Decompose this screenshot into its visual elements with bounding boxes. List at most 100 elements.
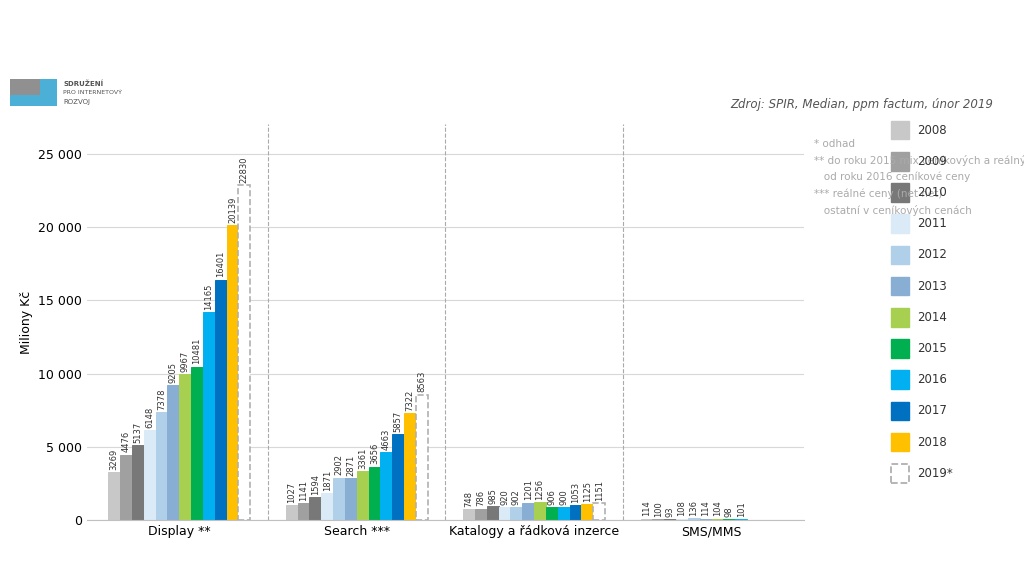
Bar	[345, 478, 356, 520]
Text: 1151: 1151	[595, 480, 604, 501]
Bar	[723, 519, 735, 520]
Bar	[239, 186, 250, 520]
Bar	[712, 518, 723, 520]
Text: Výkon jednotlivých forem internetové a mobilní reklamy: Výkon jednotlivých forem internetové a m…	[180, 24, 844, 46]
Text: 108: 108	[678, 501, 686, 516]
Text: 1125: 1125	[583, 480, 592, 502]
Text: 2017: 2017	[918, 405, 947, 417]
Bar	[699, 518, 712, 520]
Bar	[380, 452, 392, 520]
Text: 7322: 7322	[406, 390, 415, 410]
Text: 1594: 1594	[311, 473, 319, 495]
Bar	[392, 434, 404, 520]
Bar	[416, 395, 428, 520]
Bar	[203, 313, 215, 520]
Bar	[322, 493, 333, 520]
Text: 2871: 2871	[346, 455, 355, 476]
Text: 3656: 3656	[370, 443, 379, 464]
Text: 786: 786	[476, 490, 485, 506]
Text: Zdroj: SPIR, Median, ppm factum, únor 2019: Zdroj: SPIR, Median, ppm factum, únor 20…	[730, 98, 993, 111]
Text: 3269: 3269	[110, 449, 119, 470]
Text: 14165: 14165	[205, 284, 213, 310]
Bar	[475, 509, 486, 520]
Text: 902: 902	[512, 489, 521, 505]
Text: 2013: 2013	[918, 280, 947, 292]
Text: 16401: 16401	[216, 251, 225, 277]
Bar	[688, 518, 699, 520]
Bar	[486, 506, 499, 520]
Text: 1256: 1256	[536, 479, 545, 499]
Text: 22830: 22830	[240, 157, 249, 183]
Bar	[10, 95, 57, 106]
Text: 9967: 9967	[180, 351, 189, 372]
Text: 98: 98	[725, 506, 734, 517]
Text: 114: 114	[642, 501, 651, 516]
Text: 2008: 2008	[918, 124, 947, 136]
Bar	[356, 471, 369, 520]
Bar	[120, 454, 132, 520]
Bar	[582, 503, 593, 520]
Text: PRO INTERNETOVÝ: PRO INTERNETOVÝ	[63, 90, 123, 95]
Bar	[143, 430, 156, 520]
Text: 1053: 1053	[571, 481, 580, 502]
Text: 2019*: 2019*	[918, 467, 953, 480]
Bar	[535, 502, 546, 520]
Text: 5137: 5137	[133, 421, 142, 443]
Text: 6148: 6148	[145, 406, 155, 428]
Bar	[511, 507, 522, 520]
Bar	[156, 412, 168, 520]
Text: 101: 101	[736, 501, 745, 517]
Text: 1141: 1141	[299, 480, 308, 501]
Bar	[168, 385, 179, 520]
Text: 2009: 2009	[918, 155, 947, 168]
Text: 8563: 8563	[418, 371, 426, 392]
Text: 20139: 20139	[228, 197, 237, 223]
Bar	[286, 505, 298, 520]
Bar	[404, 413, 416, 520]
Text: 2902: 2902	[335, 454, 343, 476]
Bar	[463, 509, 475, 520]
Bar	[333, 477, 345, 520]
Bar	[132, 445, 143, 520]
Bar	[309, 497, 322, 520]
Bar	[558, 507, 569, 520]
Y-axis label: Miliony Kč: Miliony Kč	[19, 291, 33, 354]
Bar	[109, 472, 120, 520]
Bar	[226, 225, 239, 520]
Text: 5857: 5857	[393, 411, 402, 432]
Bar	[298, 503, 309, 520]
Text: 985: 985	[488, 488, 498, 503]
Text: 900: 900	[559, 489, 568, 505]
Text: SDRUŽENÍ: SDRUŽENÍ	[63, 81, 103, 87]
Text: 2014: 2014	[918, 311, 947, 324]
Text: 2015: 2015	[918, 342, 947, 355]
Bar	[652, 518, 665, 520]
Bar	[40, 79, 57, 106]
Text: 93: 93	[666, 506, 675, 517]
Text: 100: 100	[654, 501, 663, 517]
Text: 7378: 7378	[157, 388, 166, 410]
Text: 4476: 4476	[122, 431, 131, 453]
Bar	[676, 518, 688, 520]
Text: 748: 748	[465, 491, 473, 507]
Bar	[179, 374, 191, 520]
Bar	[641, 518, 652, 520]
Text: 2012: 2012	[918, 249, 947, 261]
Bar	[499, 507, 511, 520]
Bar	[593, 503, 605, 520]
Text: 114: 114	[701, 501, 711, 516]
Text: 1027: 1027	[287, 482, 296, 503]
Text: 3361: 3361	[358, 447, 368, 469]
Text: * odhad
** do roku 2015 mix ceníkových a reálných cen
   od roku 2016 ceníkové c: * odhad ** do roku 2015 mix ceníkových a…	[814, 139, 1024, 216]
Text: 4663: 4663	[382, 428, 391, 450]
Text: 9205: 9205	[169, 362, 178, 383]
Bar	[191, 366, 203, 520]
Text: 2018: 2018	[918, 436, 947, 449]
Text: 136: 136	[689, 500, 698, 516]
Text: 1871: 1871	[323, 469, 332, 491]
Bar	[569, 505, 582, 520]
Bar	[546, 507, 558, 520]
Text: 906: 906	[548, 489, 556, 505]
Text: 2016: 2016	[918, 373, 947, 386]
Text: 2010: 2010	[918, 186, 947, 199]
